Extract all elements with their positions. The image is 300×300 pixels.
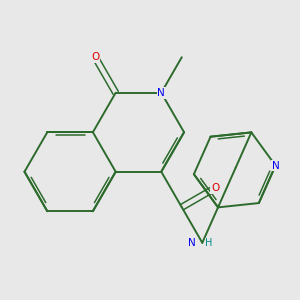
- Text: N: N: [272, 160, 279, 171]
- Text: O: O: [91, 52, 99, 62]
- Text: N: N: [158, 88, 165, 98]
- Text: O: O: [211, 183, 220, 193]
- Text: N: N: [188, 238, 195, 248]
- Text: H: H: [205, 238, 212, 248]
